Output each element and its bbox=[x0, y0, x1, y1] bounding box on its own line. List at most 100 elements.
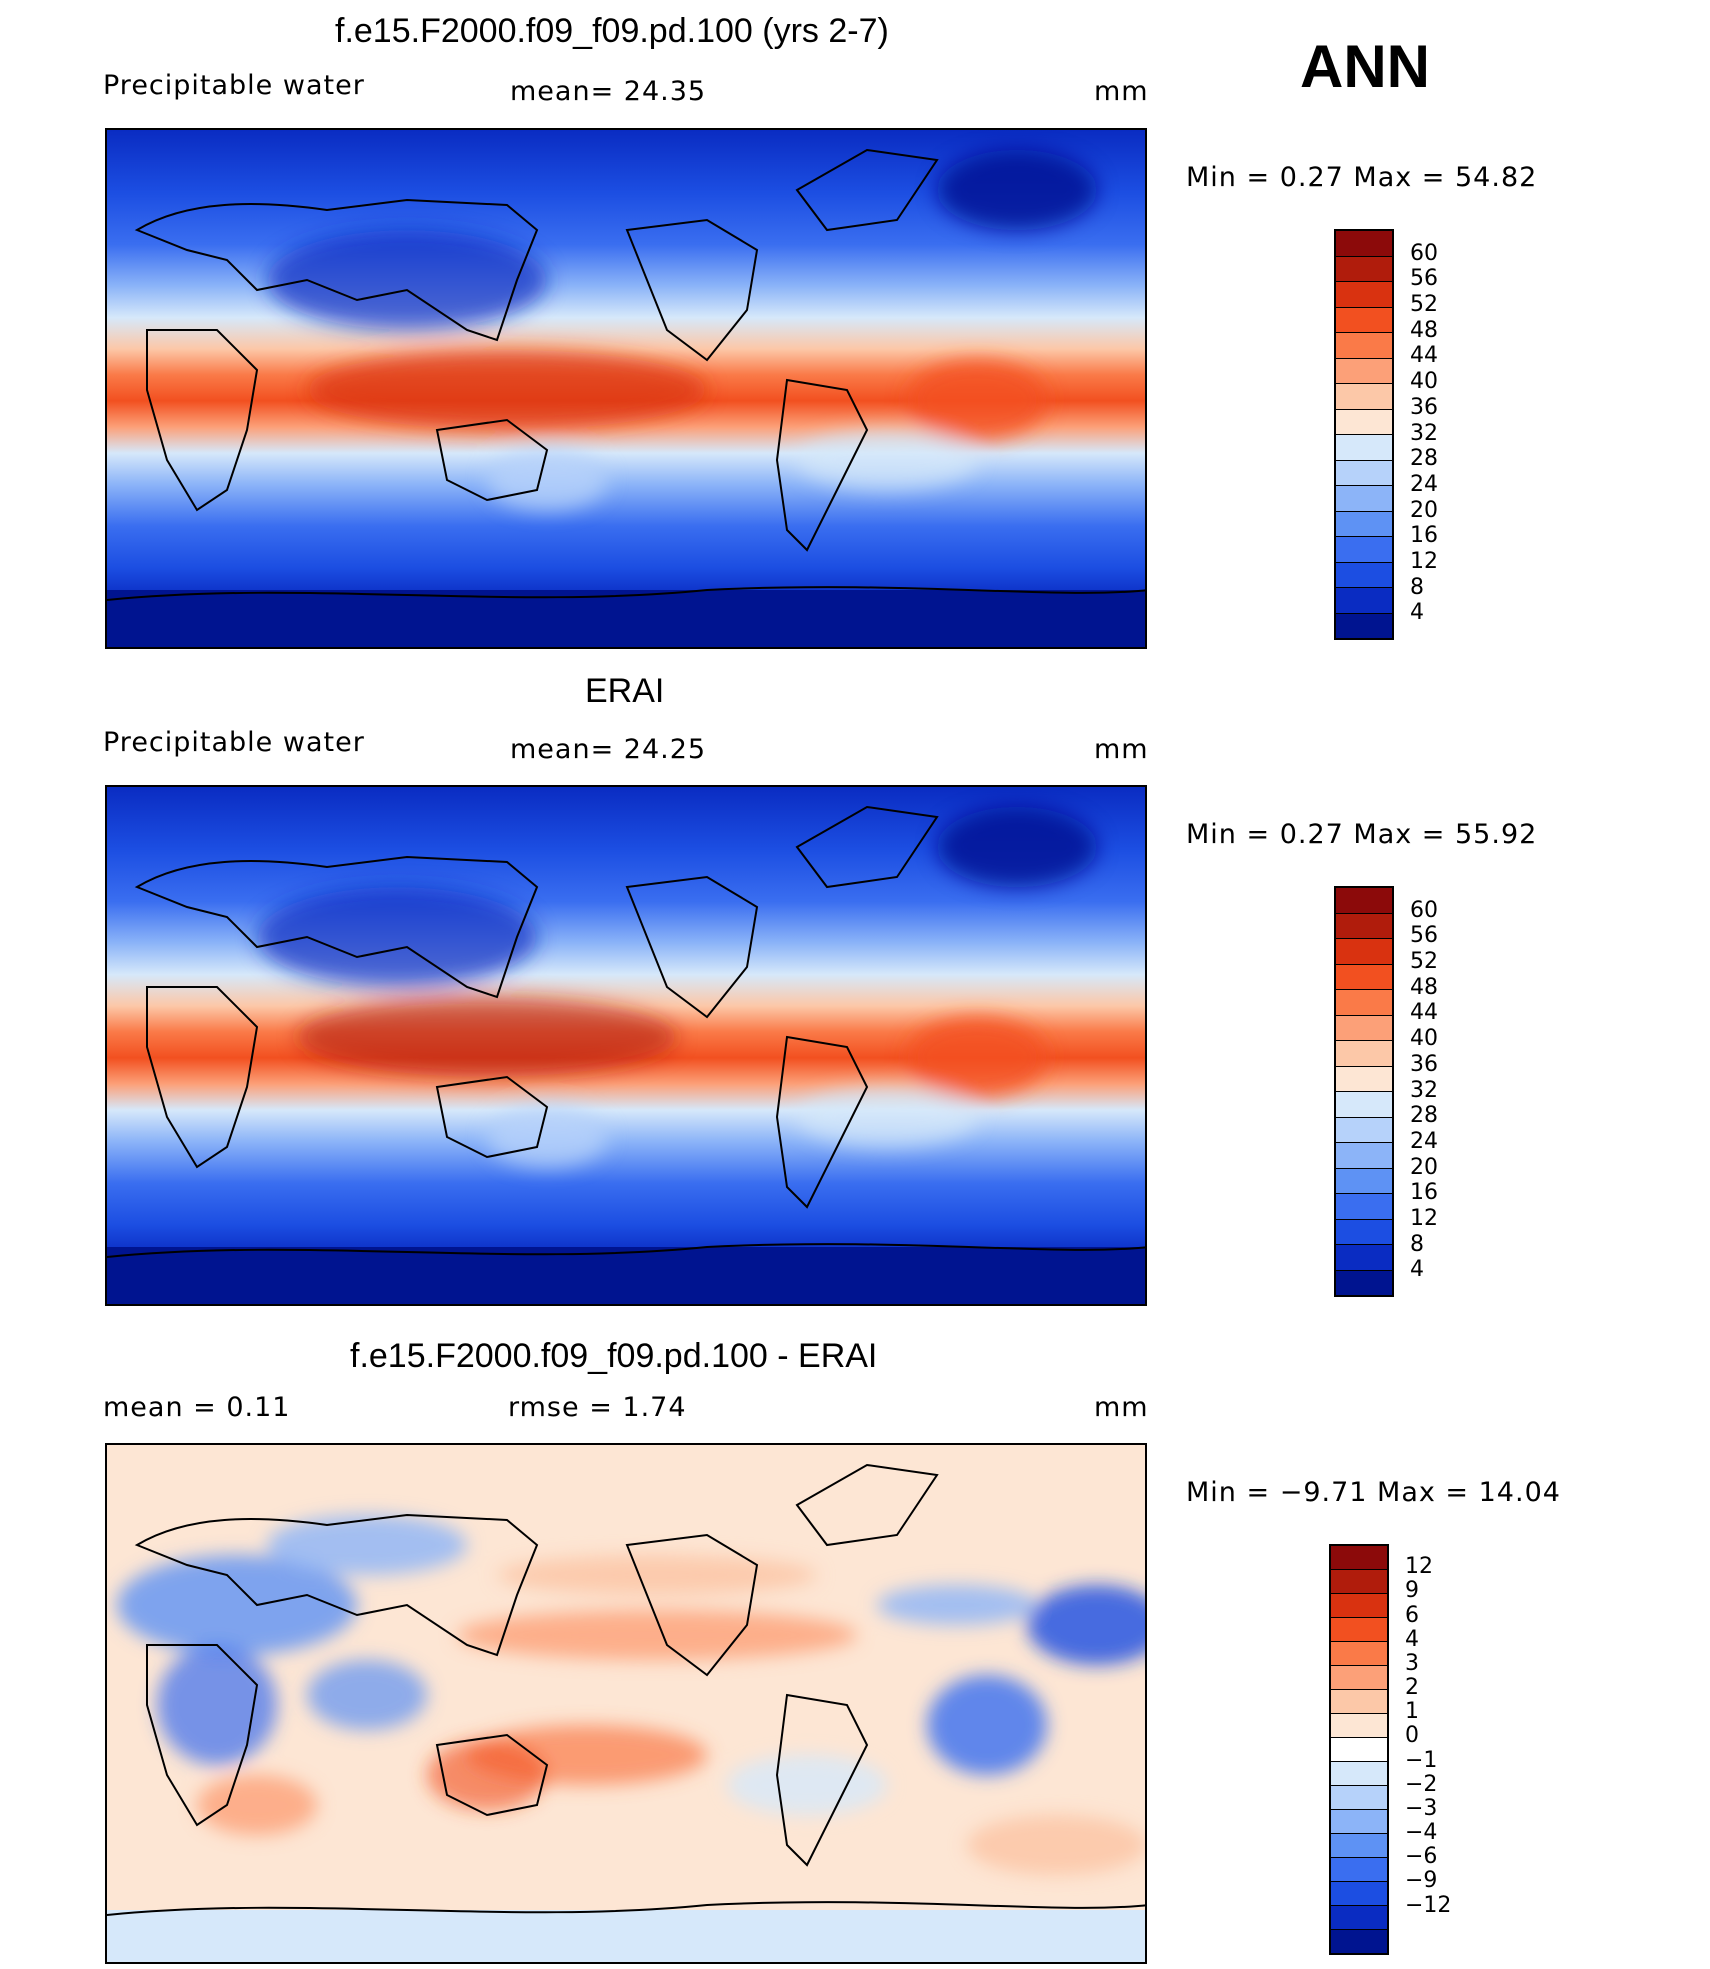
colorbar-swatch bbox=[1336, 536, 1392, 562]
colorbar-swatch bbox=[1336, 332, 1392, 358]
colorbar-tick-label: 44 bbox=[1410, 1000, 1438, 1026]
units-label: mm bbox=[1094, 1392, 1149, 1423]
colorbar-tick-label: 24 bbox=[1410, 471, 1438, 497]
colorbar-swatch bbox=[1336, 963, 1392, 989]
colorbar-swatch bbox=[1336, 1142, 1392, 1168]
colorbar-tick-label: 6 bbox=[1405, 1602, 1419, 1628]
colorbar-swatch bbox=[1331, 1809, 1387, 1833]
colorbar-swatch bbox=[1336, 306, 1392, 332]
colorbar bbox=[1329, 1544, 1389, 1955]
difference-map bbox=[105, 1443, 1147, 1964]
colorbar-tick-label: 12 bbox=[1410, 1205, 1438, 1231]
colorbar-swatch bbox=[1336, 434, 1392, 460]
colorbar-tick-label: 56 bbox=[1410, 266, 1438, 292]
colorbar-tick-label: 4 bbox=[1410, 1257, 1424, 1283]
colorbar-swatch bbox=[1336, 1014, 1392, 1040]
colorbar-swatch bbox=[1331, 1905, 1387, 1929]
colorbar-swatch bbox=[1336, 938, 1392, 964]
panel-title: f.e15.F2000.f09_f09.pd.100 - ERAI bbox=[350, 1337, 878, 1375]
variable-label: Precipitable water bbox=[103, 727, 365, 758]
colorbar-swatch bbox=[1331, 1641, 1387, 1665]
colorbar-tick-label: −12 bbox=[1405, 1892, 1452, 1918]
colorbar-tick-label: 8 bbox=[1410, 1231, 1424, 1257]
colorbar-swatch bbox=[1336, 1091, 1392, 1117]
colorbar-swatch bbox=[1336, 989, 1392, 1015]
colorbar-tick-label: 20 bbox=[1410, 1154, 1438, 1180]
min-max-label: Min = 0.27 Max = 55.92 bbox=[1186, 819, 1538, 850]
colorbar-swatch bbox=[1331, 1857, 1387, 1881]
colorbar-tick-label: 16 bbox=[1410, 1180, 1438, 1206]
colorbar-swatch bbox=[1336, 357, 1392, 383]
colorbar-tick-label: 48 bbox=[1410, 974, 1438, 1000]
colorbar-swatch bbox=[1336, 1167, 1392, 1193]
colorbar-swatch bbox=[1336, 612, 1392, 638]
colorbar-tick-label: −1 bbox=[1405, 1747, 1438, 1773]
colorbar-tick-label: 28 bbox=[1410, 446, 1438, 472]
colorbar-tick-label: 0 bbox=[1405, 1723, 1419, 1749]
colorbar-tick-label: 8 bbox=[1410, 574, 1424, 600]
colorbar-tick-label: 48 bbox=[1410, 317, 1438, 343]
colorbar-swatch bbox=[1331, 1713, 1387, 1737]
colorbar-swatch bbox=[1336, 1193, 1392, 1219]
colorbar-tick-label: 60 bbox=[1410, 240, 1438, 266]
colorbar-swatch bbox=[1336, 485, 1392, 511]
colorbar-swatch bbox=[1336, 1065, 1392, 1091]
season-label: ANN bbox=[1300, 33, 1430, 100]
colorbar-swatch bbox=[1331, 1785, 1387, 1809]
colorbar-tick-label: 40 bbox=[1410, 369, 1438, 395]
colorbar-swatch bbox=[1331, 1546, 1387, 1569]
colorbar-tick-label: 32 bbox=[1410, 420, 1438, 446]
colorbar-tick-label: −2 bbox=[1405, 1771, 1438, 1797]
colorbar-swatch bbox=[1336, 888, 1392, 913]
colorbar-tick-label: −6 bbox=[1405, 1844, 1438, 1870]
colorbar-tick-label: 36 bbox=[1410, 1051, 1438, 1077]
colorbar-swatch bbox=[1331, 1689, 1387, 1713]
precipitable-water-map bbox=[105, 785, 1147, 1306]
colorbar-tick-label: 3 bbox=[1405, 1650, 1419, 1676]
colorbar-tick-label: 9 bbox=[1405, 1578, 1419, 1604]
colorbar-tick-label: 60 bbox=[1410, 897, 1438, 923]
colorbar-swatch bbox=[1336, 1244, 1392, 1270]
panel-title: f.e15.F2000.f09_f09.pd.100 (yrs 2-7) bbox=[335, 12, 889, 50]
colorbar-swatch bbox=[1331, 1881, 1387, 1905]
colorbar-tick-label: −4 bbox=[1405, 1820, 1438, 1846]
precipitable-water-map bbox=[105, 128, 1147, 649]
colorbar-swatch bbox=[1336, 255, 1392, 281]
colorbar-swatch bbox=[1336, 587, 1392, 613]
colorbar-tick-label: 4 bbox=[1405, 1626, 1419, 1652]
colorbar-tick-label: 12 bbox=[1405, 1554, 1433, 1580]
colorbar-swatch bbox=[1331, 1665, 1387, 1689]
mean-label: mean= 24.25 bbox=[510, 734, 707, 765]
colorbar-tick-label: −3 bbox=[1405, 1795, 1438, 1821]
colorbar-swatch bbox=[1336, 561, 1392, 587]
colorbar bbox=[1334, 229, 1394, 640]
colorbar-swatch bbox=[1331, 1929, 1387, 1953]
colorbar-tick-label: 24 bbox=[1410, 1128, 1438, 1154]
colorbar-swatch bbox=[1336, 408, 1392, 434]
colorbar-tick-label: 52 bbox=[1410, 949, 1438, 975]
colorbar-swatch bbox=[1331, 1761, 1387, 1785]
colorbar-swatch bbox=[1336, 383, 1392, 409]
min-max-label: Min = 0.27 Max = 54.82 bbox=[1186, 162, 1538, 193]
colorbar-swatch bbox=[1331, 1593, 1387, 1617]
colorbar-tick-label: 1 bbox=[1405, 1699, 1419, 1725]
colorbar bbox=[1334, 886, 1394, 1297]
colorbar-swatch bbox=[1336, 1218, 1392, 1244]
colorbar-swatch bbox=[1336, 281, 1392, 307]
colorbar-swatch bbox=[1336, 912, 1392, 938]
panel-title: ERAI bbox=[585, 672, 665, 710]
colorbar-tick-label: 52 bbox=[1410, 292, 1438, 318]
colorbar-swatch bbox=[1336, 231, 1392, 256]
min-max-label: Min = −9.71 Max = 14.04 bbox=[1186, 1477, 1561, 1508]
colorbar-tick-label: 12 bbox=[1410, 548, 1438, 574]
rmse-label: rmse = 1.74 bbox=[508, 1392, 687, 1423]
colorbar-swatch bbox=[1331, 1737, 1387, 1761]
colorbar-swatch bbox=[1336, 1040, 1392, 1066]
colorbar-tick-label: 16 bbox=[1410, 523, 1438, 549]
colorbar-tick-label: 36 bbox=[1410, 394, 1438, 420]
units-label: mm bbox=[1094, 734, 1149, 765]
colorbar-swatch bbox=[1336, 1269, 1392, 1295]
colorbar-tick-label: 4 bbox=[1410, 600, 1424, 626]
colorbar-swatch bbox=[1336, 459, 1392, 485]
colorbar-tick-label: 20 bbox=[1410, 497, 1438, 523]
